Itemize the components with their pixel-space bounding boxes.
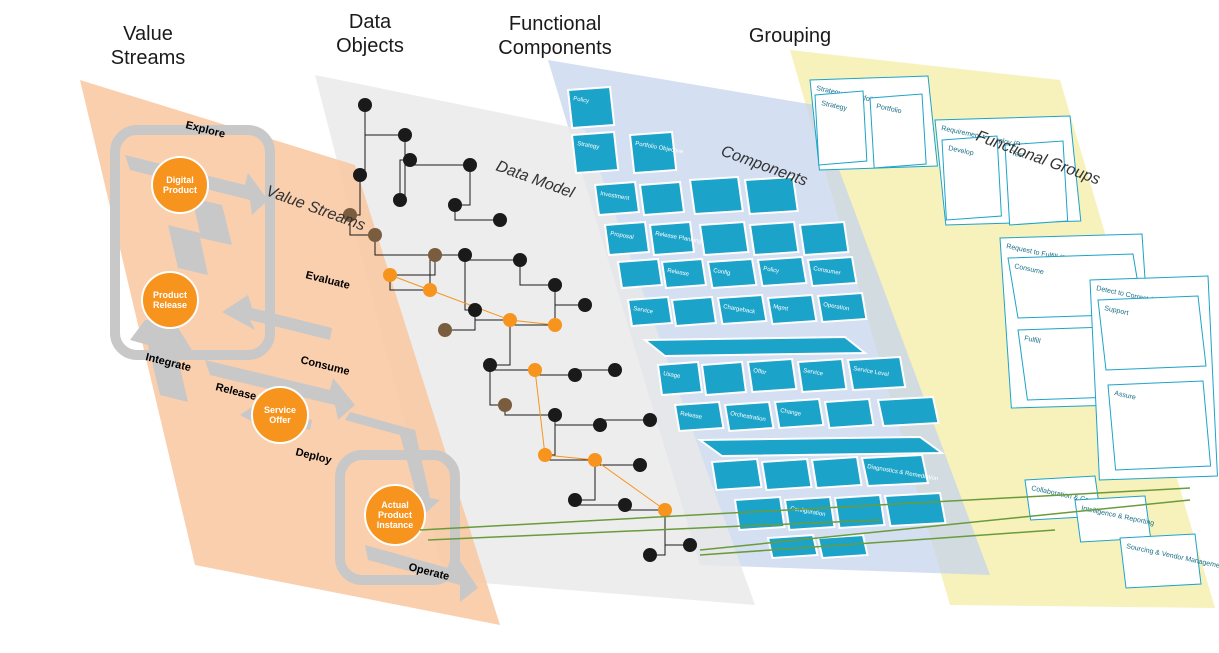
dm-node-30 (588, 453, 602, 467)
dm-node-32 (568, 493, 582, 507)
header-h-vs: ValueStreams (111, 23, 185, 69)
dm-node-13 (458, 248, 472, 262)
dm-node-2 (353, 168, 367, 182)
vs-node-label-digital-product: DigitalProduct (163, 175, 197, 195)
component-tile-35 (762, 459, 812, 490)
dm-node-8 (448, 198, 462, 212)
dm-node-31 (633, 458, 647, 472)
component-tile-36 (812, 457, 862, 488)
dm-node-14 (513, 253, 527, 267)
component-tile-32 (878, 397, 939, 426)
dm-node-15 (548, 278, 562, 292)
dm-node-16 (468, 303, 482, 317)
dm-node-5 (368, 228, 382, 242)
component-tile-10 (750, 222, 798, 255)
dm-node-27 (593, 418, 607, 432)
dm-node-29 (538, 448, 552, 462)
component-tile-41 (885, 493, 946, 526)
dm-node-17 (438, 323, 452, 337)
dm-node-19 (548, 318, 562, 332)
header-h-gr: Grouping (749, 25, 831, 47)
component-tile-4 (640, 182, 684, 215)
dm-node-1 (398, 128, 412, 142)
dm-node-3 (393, 193, 407, 207)
component-tile-24 (702, 362, 746, 395)
header-h-do: DataObjects (336, 11, 404, 57)
dm-node-10 (428, 248, 442, 262)
component-tile-9 (700, 222, 748, 255)
component-tile-22 (645, 337, 865, 356)
dm-node-24 (608, 363, 622, 377)
component-tile-40 (835, 495, 885, 528)
component-tile-5 (690, 177, 743, 214)
dm-node-20 (578, 298, 592, 312)
dm-node-25 (498, 398, 512, 412)
dm-node-36 (643, 548, 657, 562)
component-tile-18 (672, 297, 716, 326)
component-tile-23 (658, 362, 702, 395)
dm-node-11 (383, 268, 397, 282)
dm-node-34 (658, 503, 672, 517)
dm-node-12 (423, 283, 437, 297)
dm-node-23 (568, 368, 582, 382)
layered-architecture-diagram: ExploreEvaluateIntegrateReleaseConsumeDe… (0, 0, 1219, 653)
dm-node-35 (683, 538, 697, 552)
dm-node-22 (528, 363, 542, 377)
dm-node-26 (548, 408, 562, 422)
dm-node-6 (403, 153, 417, 167)
dm-node-33 (618, 498, 632, 512)
dm-node-18 (503, 313, 517, 327)
dm-node-21 (483, 358, 497, 372)
component-tile-1 (572, 132, 618, 173)
dm-node-9 (493, 213, 507, 227)
header-h-fc: FunctionalComponents (498, 13, 611, 59)
component-tile-33 (700, 437, 942, 456)
component-tile-11 (800, 222, 848, 255)
dm-node-0 (358, 98, 372, 112)
dm-node-7 (463, 158, 477, 172)
component-tile-31 (825, 399, 873, 428)
component-tile-0 (568, 87, 614, 128)
vs-node-label-actual-product-instance: ActualProductInstance (377, 500, 414, 530)
dm-node-28 (643, 413, 657, 427)
component-tile-34 (712, 459, 762, 490)
vs-node-label-product-release: ProductRelease (153, 290, 187, 310)
component-tile-25 (748, 359, 796, 392)
component-tile-12 (618, 259, 662, 288)
